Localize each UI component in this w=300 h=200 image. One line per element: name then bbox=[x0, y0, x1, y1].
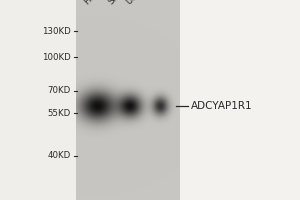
Text: SHSY5Y: SHSY5Y bbox=[106, 0, 136, 6]
Text: 130KD: 130KD bbox=[42, 26, 70, 36]
Text: 70KD: 70KD bbox=[47, 86, 70, 95]
Text: 55KD: 55KD bbox=[47, 108, 70, 117]
Text: 40KD: 40KD bbox=[47, 152, 70, 160]
Text: 100KD: 100KD bbox=[42, 52, 70, 62]
Bar bbox=[76, 0, 180, 200]
Text: U87: U87 bbox=[124, 0, 143, 6]
Text: HeLa: HeLa bbox=[82, 0, 104, 6]
Text: ADCYAP1R1: ADCYAP1R1 bbox=[190, 101, 252, 111]
Bar bbox=[180, 0, 300, 200]
